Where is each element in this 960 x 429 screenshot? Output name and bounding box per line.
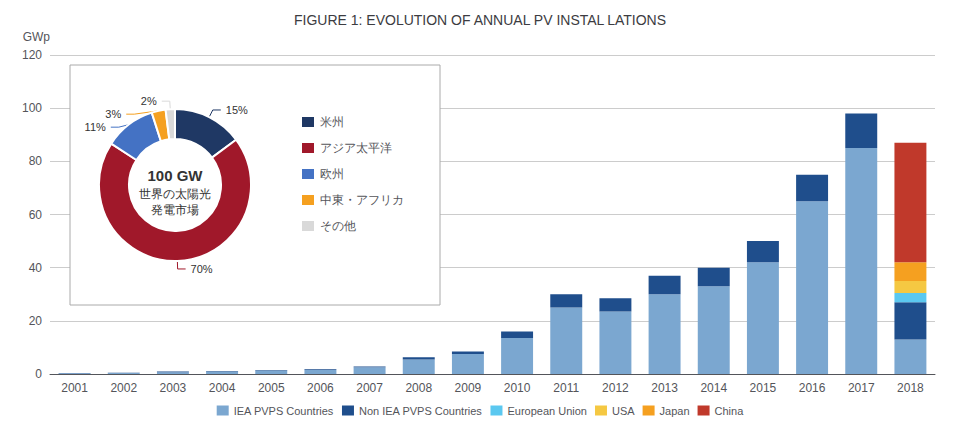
svg-text:2013: 2013 xyxy=(651,381,678,395)
svg-text:世界の太陽光: 世界の太陽光 xyxy=(139,187,211,201)
svg-text:2008: 2008 xyxy=(405,381,432,395)
svg-text:100 GW: 100 GW xyxy=(147,167,203,184)
svg-text:2005: 2005 xyxy=(258,381,285,395)
svg-text:その他: その他 xyxy=(320,219,356,233)
svg-text:2015: 2015 xyxy=(750,381,777,395)
svg-text:2018: 2018 xyxy=(897,381,924,395)
svg-text:GWp: GWp xyxy=(23,30,51,44)
svg-text:Non IEA PVPS Countries: Non IEA PVPS Countries xyxy=(359,405,482,417)
svg-text:80: 80 xyxy=(29,154,43,168)
svg-text:2012: 2012 xyxy=(602,381,629,395)
svg-text:60: 60 xyxy=(29,208,43,222)
svg-text:発電市場: 発電市場 xyxy=(151,203,199,217)
svg-text:欧州: 欧州 xyxy=(320,167,344,181)
svg-text:IEA PVPS Countries: IEA PVPS Countries xyxy=(234,405,334,417)
svg-text:2002: 2002 xyxy=(110,381,137,395)
svg-text:2006: 2006 xyxy=(307,381,334,395)
svg-text:USA: USA xyxy=(612,405,635,417)
svg-text:2%: 2% xyxy=(141,95,157,107)
svg-text:11%: 11% xyxy=(85,121,106,133)
svg-text:2004: 2004 xyxy=(209,381,236,395)
svg-text:120: 120 xyxy=(22,48,42,62)
svg-text:2014: 2014 xyxy=(700,381,727,395)
svg-text:Japan: Japan xyxy=(660,405,690,417)
svg-text:2001: 2001 xyxy=(61,381,88,395)
svg-text:20: 20 xyxy=(29,314,43,328)
svg-text:European Union: European Union xyxy=(507,405,587,417)
svg-text:米州: 米州 xyxy=(320,115,344,129)
svg-text:中東・アフリカ: 中東・アフリカ xyxy=(320,193,404,207)
svg-text:100: 100 xyxy=(22,101,42,115)
svg-text:2010: 2010 xyxy=(504,381,531,395)
svg-text:40: 40 xyxy=(29,261,43,275)
svg-text:アジア太平洋: アジア太平洋 xyxy=(320,141,392,155)
svg-text:2017: 2017 xyxy=(848,381,875,395)
svg-text:China: China xyxy=(715,405,745,417)
svg-text:2007: 2007 xyxy=(356,381,383,395)
svg-text:2011: 2011 xyxy=(553,381,579,395)
svg-text:0: 0 xyxy=(35,367,42,381)
svg-text:2009: 2009 xyxy=(455,381,482,395)
svg-text:3%: 3% xyxy=(105,108,121,120)
svg-text:2016: 2016 xyxy=(799,381,826,395)
svg-text:70%: 70% xyxy=(191,263,213,275)
svg-text:2003: 2003 xyxy=(160,381,187,395)
svg-text:FIGURE 1: EVOLUTION OF ANNUAL: FIGURE 1: EVOLUTION OF ANNUAL PV INSTAL … xyxy=(294,12,666,28)
svg-text:15%: 15% xyxy=(226,104,248,116)
